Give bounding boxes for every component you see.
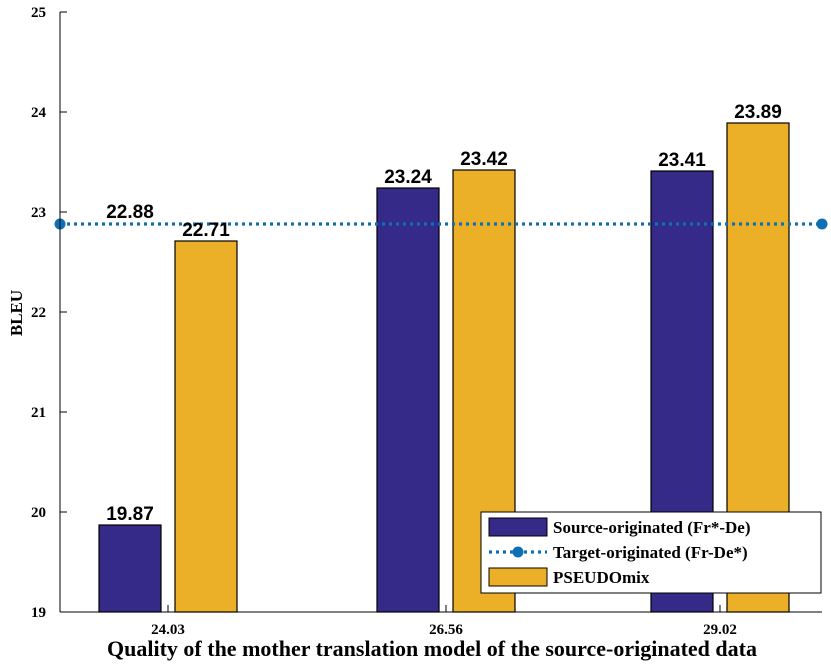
data-label-series1-24.03: 19.87 — [106, 504, 154, 525]
reference-marker-right — [816, 218, 828, 230]
legend-swatch-2 — [488, 567, 548, 587]
data-label-series2-26.56: 23.42 — [460, 149, 508, 170]
bar-series1-24.03 — [98, 524, 162, 613]
data-label-series1-29.02: 23.41 — [658, 150, 706, 171]
legend: Source-originated (Fr*-De) Target-origina… — [480, 511, 822, 594]
legend-swatch-1 — [488, 517, 548, 537]
y-tick-label-19: 19 — [31, 605, 46, 621]
x-axis-title: Quality of the mother translation model … — [107, 636, 757, 661]
legend-label-3: Target-originated (Fr-De*) — [553, 543, 748, 562]
x-tick-label-29.02: 29.02 — [703, 622, 737, 638]
y-tick-label-22: 22 — [31, 305, 46, 321]
y-tick-label-20: 20 — [31, 505, 46, 521]
x-tick-label-26.56: 26.56 — [429, 622, 463, 638]
data-label-series1-26.56: 23.24 — [384, 167, 432, 188]
legend-swatch-marker — [512, 546, 524, 558]
y-tick-label-23: 23 — [31, 205, 46, 221]
data-label-series2-29.02: 23.89 — [734, 102, 782, 123]
data-label-reference-line: 22.88 — [106, 202, 154, 223]
x-tick-label-24.03: 24.03 — [151, 622, 185, 638]
bar-series2-24.03 — [174, 240, 238, 613]
axes-layer: 19 20 21 22 23 24 25 24.03 26.56 29.02 — [31, 5, 822, 638]
y-tick-label-21: 21 — [31, 405, 46, 421]
data-labels-layer: 19.87 23.24 23.41 22.71 23.42 23.89 22.88 — [106, 102, 782, 525]
y-tick-label-24: 24 — [31, 105, 47, 121]
y-axis-title: BLEU — [7, 290, 26, 336]
y-tick-label-25: 25 — [31, 5, 46, 21]
legend-label-1: Source-originated (Fr*-De) — [553, 518, 751, 537]
data-label-series2-24.03: 22.71 — [182, 220, 230, 241]
bar-series1-26.56 — [376, 187, 440, 613]
legend-label-2: PSEUDOmix — [553, 568, 650, 587]
